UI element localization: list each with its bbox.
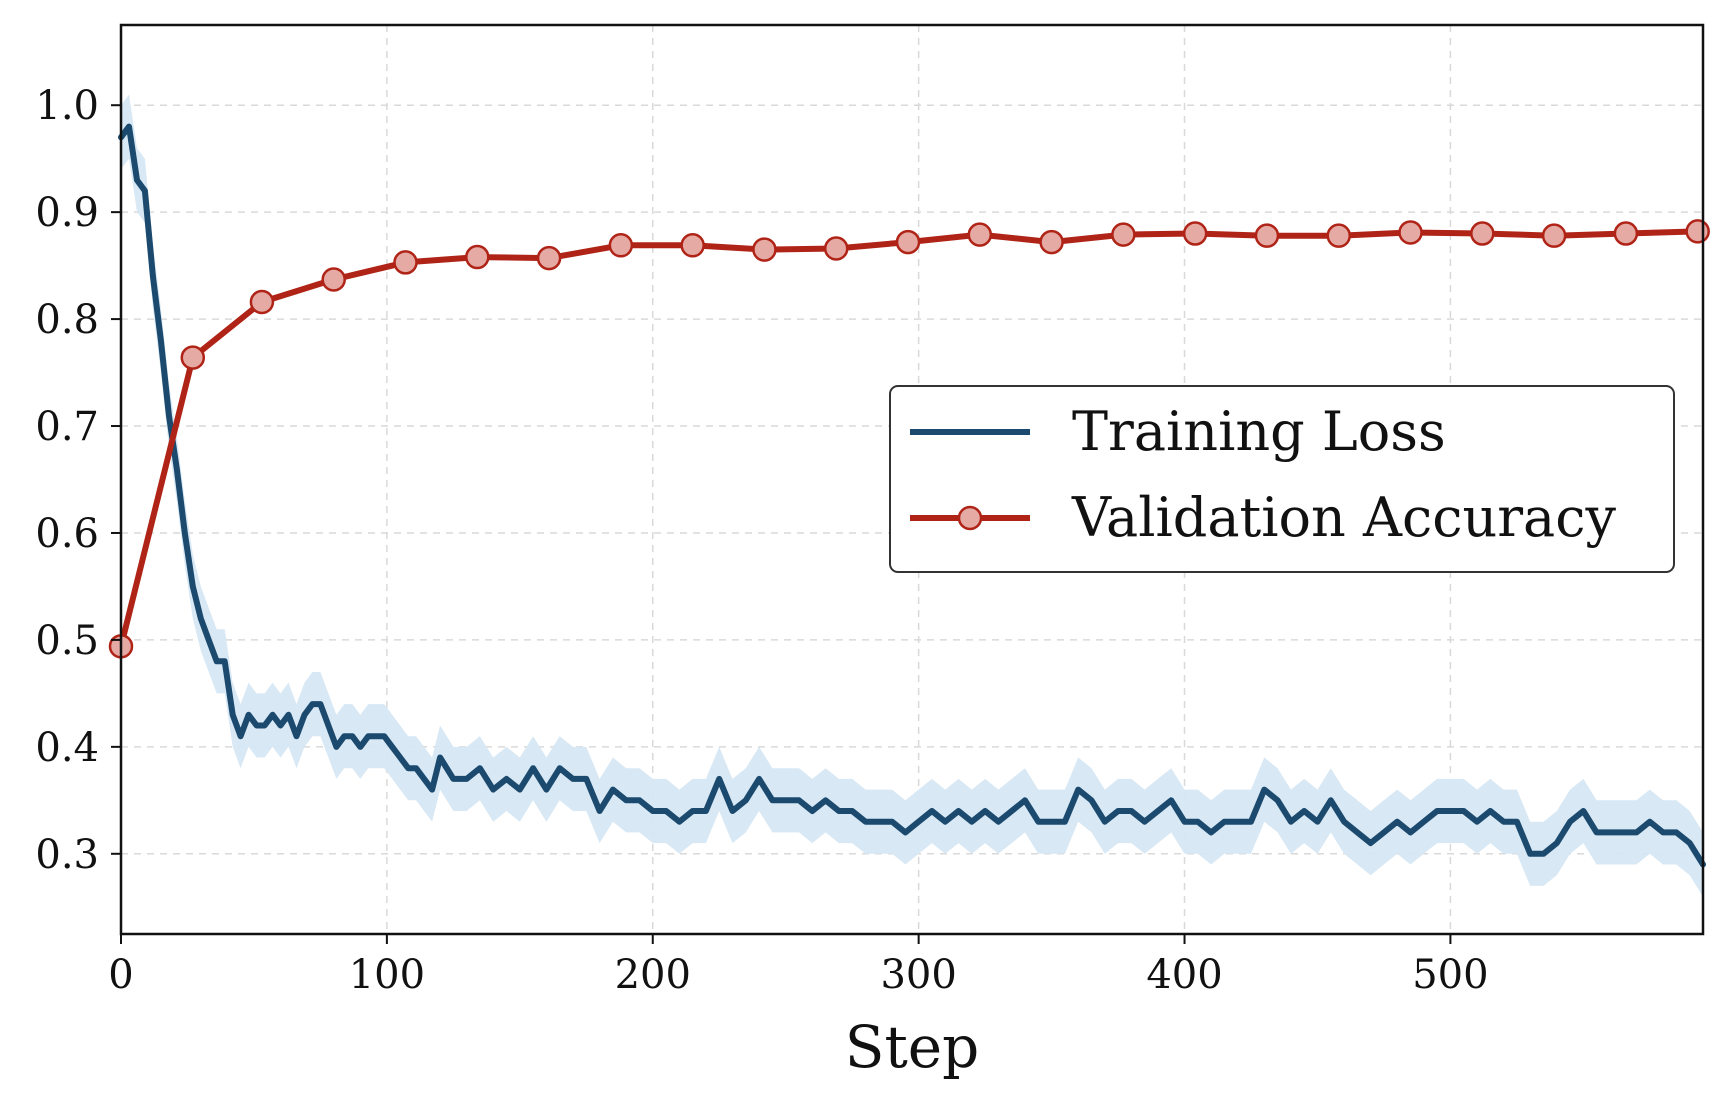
validation-accuracy-point-9	[752, 237, 777, 262]
legend: Training Loss Validation Accuracy	[889, 385, 1675, 573]
x-tick-label-0: 0	[108, 952, 133, 998]
y-tick-label-5: 0.8	[35, 297, 99, 343]
legend-label-validation-accuracy: Validation Accuracy	[1071, 486, 1616, 549]
x-tick-label-4: 400	[1146, 952, 1222, 998]
y-tick-label-2: 0.5	[35, 618, 99, 664]
y-tick-label-7: 1.0	[35, 83, 99, 129]
axis-ticks: 0 100 200 300 400 500 0.3 0.4 0.5 0.6 0.7 0.8 0.9 1.0	[35, 83, 1488, 998]
validation-accuracy-point-18	[1398, 220, 1423, 245]
axes-frame	[119, 23, 1705, 936]
validation-accuracy-point-14	[1111, 222, 1136, 247]
validation-accuracy-point-19	[1470, 221, 1495, 246]
x-tick-label-5: 500	[1412, 952, 1488, 998]
validation-accuracy-point-21	[1613, 221, 1639, 246]
legend-marker-validation-accuracy	[957, 505, 983, 531]
validation-accuracy-point-13	[1039, 229, 1064, 255]
y-tick-label-4: 0.7	[35, 404, 99, 450]
x-tick-label-1: 100	[349, 952, 425, 998]
validation-accuracy-point-11	[895, 229, 921, 255]
validation-accuracy-point-16	[1254, 223, 1280, 248]
legend-label-training-loss: Training Loss	[1072, 400, 1446, 463]
validation-accuracy-point-3	[321, 267, 346, 292]
validation-accuracy-point-2	[249, 289, 275, 315]
legend-box	[889, 385, 1675, 573]
validation-accuracy-point-15	[1182, 221, 1208, 246]
y-tick-label-3: 0.6	[35, 511, 99, 557]
y-tick-label-6: 0.9	[35, 190, 99, 236]
validation-accuracy-point-6	[536, 245, 562, 271]
validation-accuracy-point-22	[1685, 219, 1710, 244]
validation-accuracy-point-17	[1326, 223, 1351, 248]
y-tick-label-1: 0.4	[35, 725, 99, 771]
validation-accuracy-point-20	[1541, 223, 1567, 248]
validation-accuracy-point-5	[465, 244, 490, 270]
validation-accuracy-point-7	[608, 233, 634, 258]
x-tick-label-3: 300	[880, 952, 956, 998]
x-tick-label-2: 200	[615, 952, 691, 998]
y-tick-label-0: 0.3	[35, 832, 99, 878]
validation-accuracy-point-1	[180, 345, 206, 370]
validation-accuracy-point-10	[823, 236, 849, 261]
validation-accuracy-point-8	[680, 233, 705, 258]
validation-accuracy-point-12	[967, 222, 993, 247]
x-axis-title: Step	[845, 1013, 980, 1081]
training-loss-line	[118, 123, 1706, 868]
validation-accuracy-point-4	[393, 250, 418, 275]
